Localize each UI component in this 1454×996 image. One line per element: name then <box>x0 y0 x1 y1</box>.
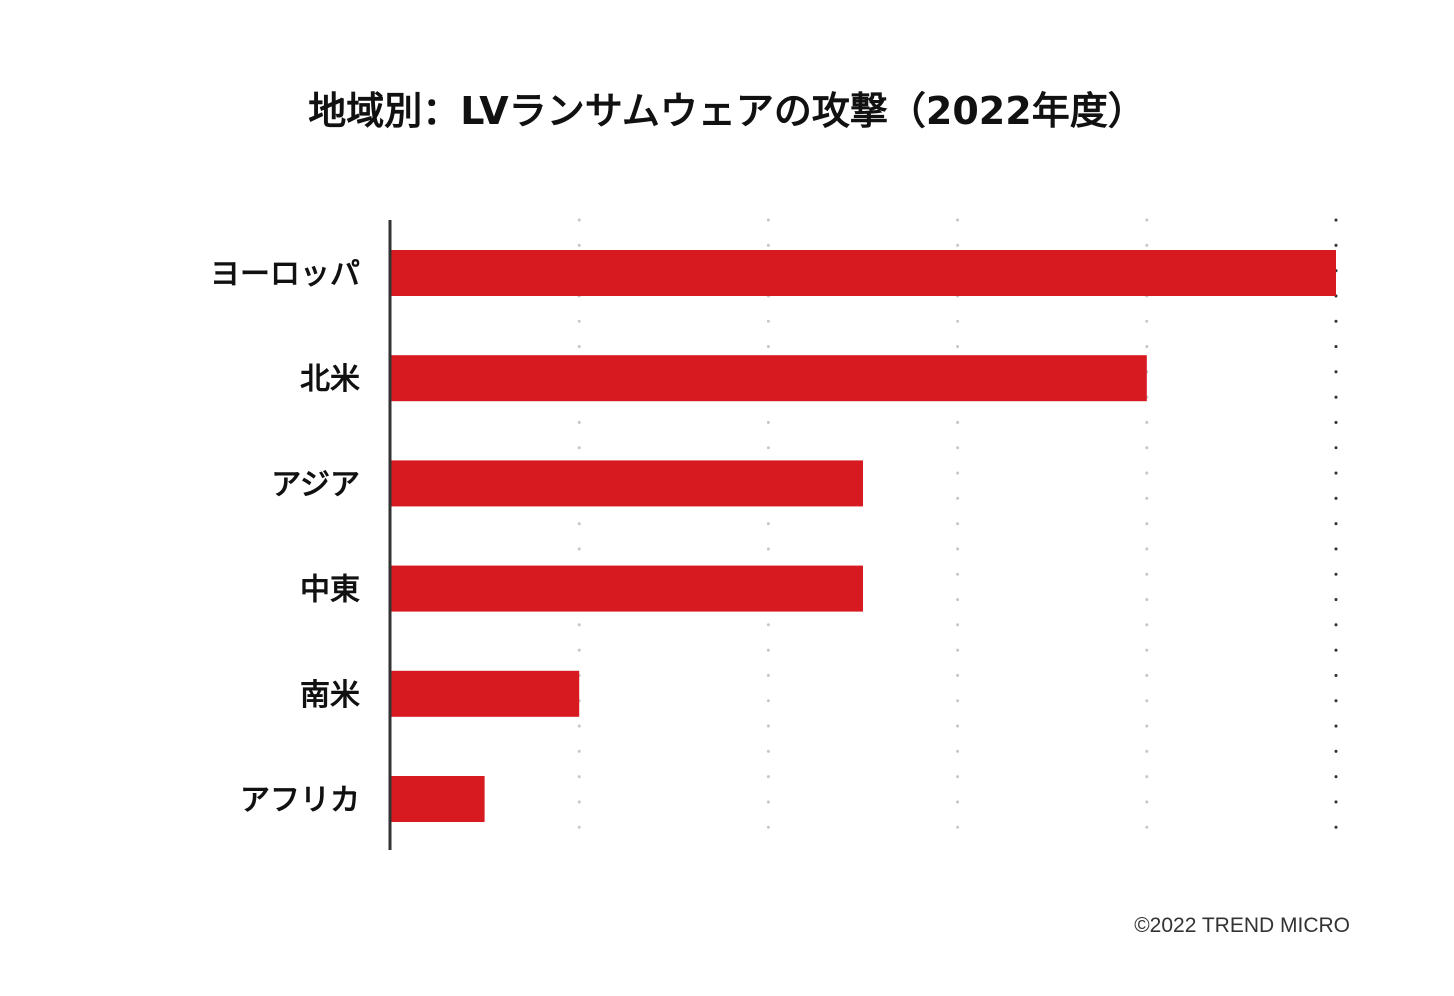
copyright-credit: ©2022 TREND MICRO <box>1134 914 1350 937</box>
bar <box>390 250 1336 296</box>
bar <box>390 776 485 822</box>
category-label: アフリカ <box>240 783 360 818</box>
bars <box>390 250 1336 822</box>
bar <box>390 460 863 507</box>
chart-title: 地域別：LVランサムウェアの攻撃（2022年度） <box>308 89 1146 133</box>
bar <box>390 355 1147 402</box>
category-label: アジア <box>271 467 360 502</box>
category-label: ヨーロッパ <box>210 257 360 292</box>
bar <box>390 565 863 612</box>
category-label: 南米 <box>300 678 360 713</box>
category-label: 中東 <box>300 573 360 608</box>
gridlines <box>577 218 1338 854</box>
bar <box>390 670 580 717</box>
category-label: 北米 <box>300 362 360 397</box>
